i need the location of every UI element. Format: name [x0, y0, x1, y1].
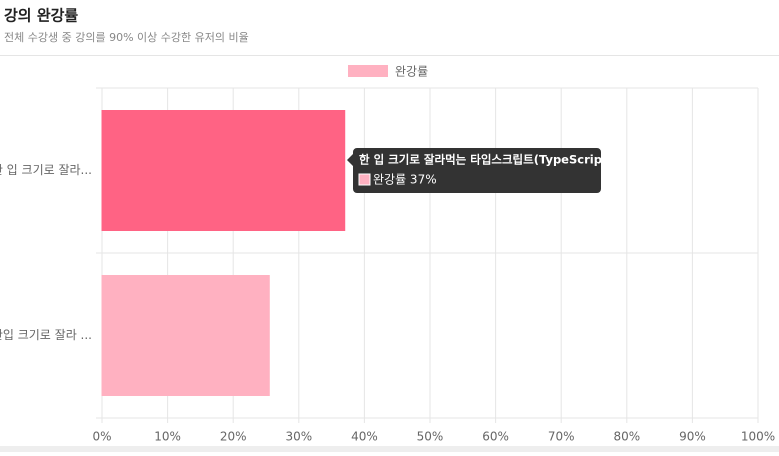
x-tick-label: 80% [613, 430, 640, 444]
bar [101, 110, 346, 231]
x-tick-label: 30% [285, 430, 312, 444]
legend-swatch [348, 65, 388, 77]
chart-subtitle: 전체 수강생 중 강의를 90% 이상 수강한 유저의 비율 [4, 31, 249, 44]
tooltip-box [347, 148, 601, 193]
chart-title: 강의 완강률 [4, 7, 78, 25]
tooltip-title: 한 입 크기로 잘라먹는 타입스크립트(TypeScript) [359, 153, 613, 167]
x-tick-label: 40% [351, 430, 378, 444]
x-tick-label: 0% [92, 430, 111, 444]
footer-strip [0, 446, 779, 452]
x-tick-label: 50% [417, 430, 444, 444]
x-tick-label: 70% [548, 430, 575, 444]
x-tick-label: 60% [482, 430, 509, 444]
y-tick-label: 한입 크기로 잘라 ... [0, 328, 92, 342]
legend-label: 완강률 [395, 65, 428, 79]
x-tick-label: 100% [741, 430, 775, 444]
bar [101, 275, 270, 396]
x-tick-label: 10% [154, 430, 181, 444]
tooltip-label: 완강률 37% [373, 173, 437, 187]
x-tick-label: 20% [220, 430, 247, 444]
y-tick-label: 한 입 크기로 잘라... [0, 163, 92, 177]
x-tick-label: 90% [679, 430, 706, 444]
tooltip-swatch [358, 173, 371, 186]
